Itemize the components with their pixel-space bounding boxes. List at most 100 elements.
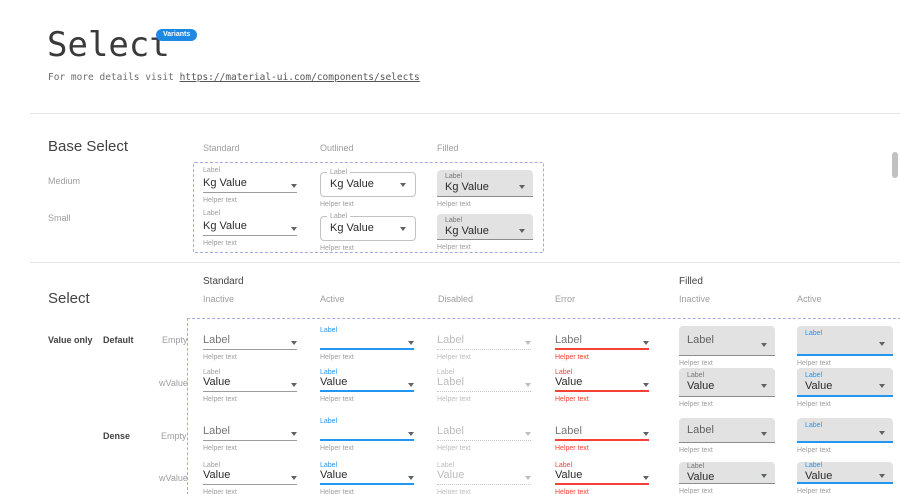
select-field[interactable]: Kg Value (203, 175, 297, 193)
select-field[interactable]: Label Kg Value (437, 170, 533, 197)
select-label: Label (203, 167, 221, 174)
dropdown-arrow-icon (643, 383, 649, 387)
intro-text: For more details visit https://material-… (48, 72, 420, 83)
dropdown-arrow-icon (761, 474, 767, 479)
helper-text: Helper text (555, 354, 589, 361)
row-label-empty: Empty (162, 335, 188, 345)
select-field[interactable]: Label Value (679, 462, 775, 484)
page-title: Select (47, 25, 170, 65)
select-field[interactable]: Label Value (797, 368, 893, 397)
dropdown-arrow-icon (525, 432, 531, 436)
select-field[interactable]: Value (203, 470, 297, 485)
select-value: Kg Value (330, 222, 374, 234)
select-field[interactable] (320, 426, 414, 441)
select-field[interactable]: Label (437, 335, 531, 350)
select-label: Label (445, 216, 463, 224)
helper-text: Helper text (320, 201, 354, 208)
group-header-standard: Standard (203, 276, 244, 287)
row-label-small: Small (48, 213, 71, 223)
select-field[interactable]: Label (679, 326, 775, 356)
select-placeholder: Label (687, 334, 714, 346)
base-outlined-small-select: Label Kg Value Helper text (320, 210, 416, 253)
select-standard-active-empty: Label Helper text (320, 326, 414, 362)
helper-text: Helper text (320, 396, 354, 403)
select-value: Value (687, 380, 715, 392)
divider (30, 113, 900, 114)
select-label: Label (203, 462, 221, 469)
dropdown-arrow-icon (408, 383, 414, 387)
helper-text: Helper text (437, 396, 471, 403)
select-field[interactable]: Label (203, 426, 297, 441)
select-field[interactable]: Label Kg Value (320, 213, 416, 241)
row-label-medium: Medium (48, 176, 81, 186)
select-field[interactable]: Label Kg Value (437, 214, 533, 240)
select-value: Value (687, 470, 715, 483)
helper-text: Helper text (203, 197, 237, 204)
select-field[interactable]: Value (437, 470, 531, 485)
column-header-standard: Standard (203, 143, 240, 153)
dropdown-arrow-icon (879, 473, 885, 478)
dropdown-arrow-icon (408, 476, 414, 480)
select-field[interactable]: Label (797, 418, 893, 443)
select-dense-filled-inactive-empty: Label Helper text (679, 418, 775, 455)
select-field[interactable]: Label (437, 426, 531, 441)
select-field[interactable]: Value (320, 377, 414, 392)
dropdown-arrow-icon (400, 182, 406, 187)
select-field[interactable]: Label Value (679, 368, 775, 397)
helper-text: Helper text (797, 360, 831, 367)
select-filled-active-wvalue: Label Value Helper text (797, 368, 893, 409)
column-header-filled-active: Active (797, 294, 822, 304)
select-heading: Select (48, 290, 90, 307)
select-value: Label (437, 376, 464, 388)
select-label: Label (805, 422, 823, 429)
select-field[interactable]: Value (320, 470, 414, 485)
dropdown-arrow-icon (761, 342, 767, 347)
select-field[interactable]: Label Value (797, 462, 893, 484)
select-placeholder: Label (555, 334, 582, 346)
dropdown-arrow-icon (643, 476, 649, 480)
select-label: Label (687, 372, 705, 379)
select-field[interactable]: Kg Value (203, 218, 297, 236)
base-filled-small-select: Label Kg Value Helper text (437, 214, 533, 252)
select-dense-standard-active-wvalue: Label Value Helper text (320, 461, 414, 494)
dropdown-arrow-icon (525, 341, 531, 345)
variants-badge: Variants (156, 29, 198, 41)
helper-text: Helper text (797, 401, 831, 408)
select-standard-inactive-empty: Label Helper text (203, 326, 297, 362)
material-ui-link[interactable]: https://material-ui.com/components/selec… (179, 72, 420, 83)
select-value: Value (203, 469, 231, 481)
select-value: Value (555, 376, 583, 388)
helper-text: Helper text (320, 489, 354, 494)
select-value: Value (437, 469, 465, 481)
states-variants-frame (187, 318, 900, 494)
dropdown-arrow-icon (291, 184, 297, 188)
select-dense-standard-disabled-empty: Label Helper text (437, 417, 531, 453)
column-header-disabled: Disabled (438, 294, 474, 304)
helper-text: Helper text (203, 489, 237, 494)
select-standard-active-wvalue: Label Value Helper text (320, 368, 414, 404)
dropdown-arrow-icon (291, 383, 297, 387)
base-filled-medium-select: Label Kg Value Helper text (437, 170, 533, 209)
helper-text: Helper text (437, 354, 471, 361)
select-field[interactable]: Value (203, 377, 297, 392)
base-select-heading: Base Select (48, 138, 129, 155)
select-field[interactable]: Label (679, 418, 775, 443)
select-field[interactable]: Label Kg Value (320, 169, 416, 197)
select-label: Label (327, 213, 351, 221)
select-label: Label (320, 327, 338, 334)
select-field[interactable]: Label (555, 335, 649, 350)
select-field[interactable]: Value (555, 377, 649, 392)
select-field[interactable]: Label (797, 326, 893, 356)
select-field[interactable]: Label (437, 377, 531, 392)
select-dense-standard-inactive-wvalue: Label Value Helper text (203, 461, 297, 494)
column-header-active: Active (320, 294, 345, 304)
select-field[interactable]: Label (203, 335, 297, 350)
dropdown-arrow-icon (879, 383, 885, 388)
select-field[interactable] (320, 335, 414, 350)
scrollbar-thumb[interactable] (892, 152, 898, 178)
select-label: Label (203, 369, 221, 376)
divider (30, 262, 900, 263)
select-field[interactable]: Label (555, 426, 649, 441)
select-field[interactable]: Value (555, 470, 649, 485)
